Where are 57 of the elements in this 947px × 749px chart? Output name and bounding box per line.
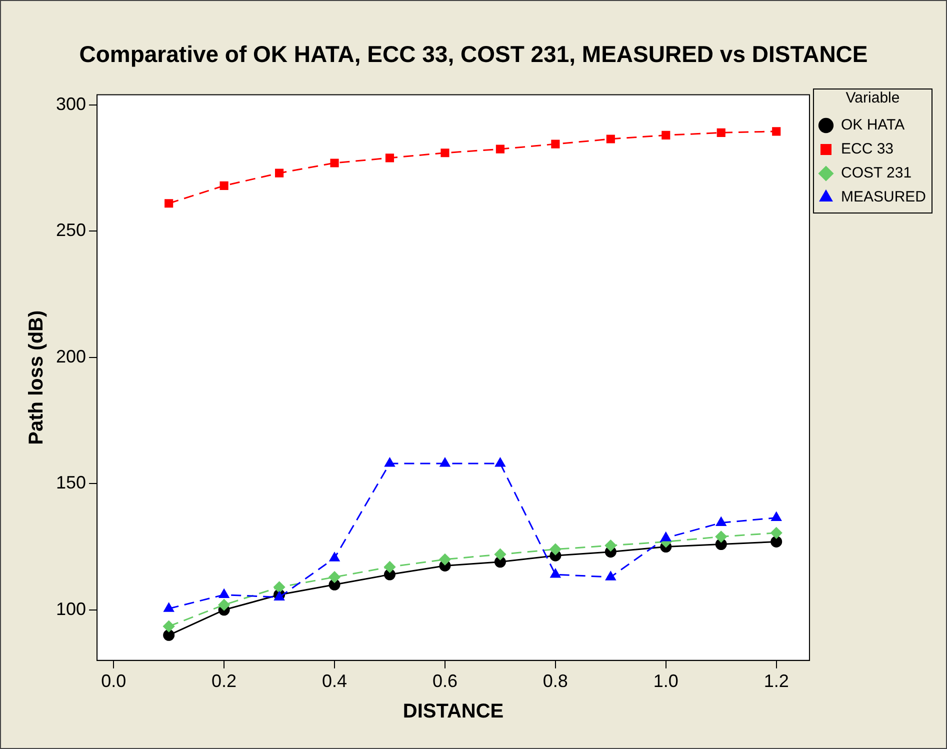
point [384, 458, 395, 467]
point [163, 620, 175, 632]
point [385, 154, 394, 162]
y-axis-title: Path loss (dB) [26, 310, 48, 445]
legend-title: Variable [846, 90, 900, 107]
point [551, 140, 560, 148]
point [329, 552, 340, 562]
point [163, 629, 175, 641]
point [770, 536, 782, 548]
x-tick-label: 0.6 [432, 671, 458, 692]
legend-label: ECC 33 [840, 140, 894, 158]
y-tick-label: 100 [56, 598, 86, 619]
point [220, 181, 228, 190]
point [715, 530, 727, 542]
point [550, 568, 561, 578]
point [164, 199, 174, 208]
point [164, 602, 174, 612]
x-tick-label: 0.0 [101, 671, 126, 692]
point [440, 148, 450, 158]
y-tick-label: 250 [56, 220, 86, 240]
legend-label: MEASURED [840, 188, 926, 206]
y-tick-label: 150 [56, 472, 86, 493]
point [218, 599, 230, 611]
point [274, 581, 286, 593]
point [496, 144, 504, 154]
point [274, 592, 284, 601]
point [770, 527, 782, 539]
x-tick-label: 1.2 [764, 671, 789, 692]
x-tick-label: 0.4 [322, 671, 348, 692]
point [606, 571, 616, 580]
y-tick-label: 300 [56, 94, 86, 114]
legend-label: COST 231 [840, 164, 912, 182]
x-tick-label: 1.0 [653, 671, 678, 692]
y-tick-label: 200 [56, 346, 86, 366]
point [439, 554, 451, 566]
point [494, 548, 506, 560]
point [275, 168, 284, 178]
point [716, 128, 726, 137]
legend-label: OK HATA [840, 116, 905, 134]
x-axis-title: DISTANCE [402, 700, 504, 723]
point [218, 589, 230, 598]
point [384, 561, 396, 573]
point [772, 127, 781, 136]
point [495, 458, 506, 467]
point [440, 458, 450, 467]
x-tick-label: 0.8 [542, 671, 568, 692]
point [662, 130, 670, 140]
point [716, 517, 726, 526]
point [606, 134, 615, 144]
x-tick-label: 0.2 [212, 671, 237, 692]
point [604, 540, 616, 552]
point [330, 158, 339, 168]
chart-title: Comparative of OK HATA, ECC 33, COST 231, MEASURED vs DISTANCE [78, 41, 869, 68]
point [771, 512, 782, 521]
point [550, 544, 562, 556]
point [660, 532, 671, 542]
point [328, 571, 340, 583]
